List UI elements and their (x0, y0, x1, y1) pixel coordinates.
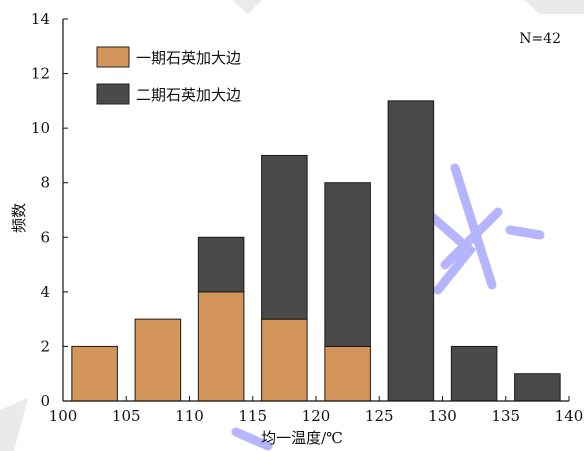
bar-series-2-bin-110-115 (197, 236, 245, 293)
x-tick-label: 140 (555, 407, 584, 425)
y-tick-label: 4 (40, 283, 50, 301)
y-tick-label: 6 (40, 228, 50, 246)
bar-series-1-bin-100-105 (71, 345, 118, 402)
x-tick-label: 130 (428, 407, 457, 425)
y-axis-title: 频数 (10, 203, 28, 233)
x-tick-label: 120 (302, 407, 331, 425)
bar-series-2-bin-135-140 (514, 373, 561, 402)
x-axis-title: 均一温度/℃ (261, 429, 343, 447)
x-tick-label: 105 (112, 407, 141, 425)
bar-series-1-bin-120-125 (324, 345, 371, 402)
y-tick-label: 0 (40, 392, 50, 410)
y-tick-label: 2 (40, 337, 50, 355)
x-tick-label: 135 (491, 407, 520, 425)
legend-label-series-1: 一期石英加大边 (136, 49, 241, 67)
bar-series-2-bin-115-120 (261, 154, 308, 320)
legend-swatch-series-2 (96, 83, 130, 105)
bar-series-2-bin-120-125 (324, 182, 371, 347)
bar-series-2-bin-125-130 (387, 100, 435, 402)
y-tick-label: 14 (31, 10, 50, 28)
bar-series-1-bin-115-120 (261, 318, 308, 402)
bar-series-2-bin-130-135 (450, 345, 498, 402)
bar-series-1-bin-110-115 (197, 291, 245, 402)
bars (71, 100, 561, 402)
y-tick-label: 12 (31, 65, 50, 83)
x-tick-label: 115 (238, 407, 267, 425)
x-ticks: 100 105 110 115 120 125 130 135 140 (49, 396, 584, 425)
bar-series-1-bin-105-110 (134, 318, 182, 402)
legend: 一期石英加大边 二期石英加大边 (96, 46, 241, 105)
y-tick-label: 8 (40, 174, 50, 192)
x-tick-label: 100 (49, 407, 78, 425)
sample-count-annotation: N=42 (519, 31, 561, 47)
y-tick-label: 10 (31, 119, 50, 137)
y-ticks: 0 2 4 6 8 10 12 14 (31, 10, 68, 410)
legend-swatch-series-1 (96, 46, 130, 68)
x-tick-label: 110 (175, 407, 204, 425)
x-tick-label: 125 (365, 407, 394, 425)
legend-label-series-2: 二期石英加大边 (136, 86, 241, 104)
